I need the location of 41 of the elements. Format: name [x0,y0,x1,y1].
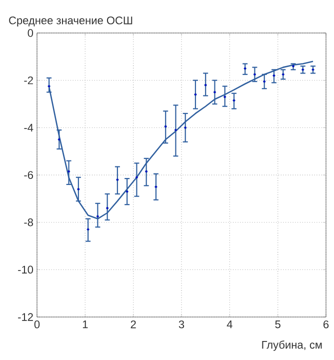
y-tick-label: -10 [18,266,34,274]
point [145,170,148,173]
point [48,84,50,88]
x-tick-label: 5 [275,320,280,328]
point [194,93,197,96]
point [96,215,99,218]
point [232,99,236,102]
point [213,90,216,94]
point [263,80,266,83]
point [67,170,70,173]
point [204,84,207,86]
x-tick-label: 4 [226,320,232,328]
y-tick-label: -2 [24,76,33,84]
point [58,138,60,141]
x-axis-title: Глубина, см [262,340,322,351]
point [253,73,256,76]
x-tick-label: 0 [34,320,40,328]
point [86,228,90,231]
point [164,125,167,128]
point [174,128,178,132]
x-tick-label: 2 [130,320,136,328]
point [272,74,276,77]
point [282,73,284,76]
y-tick-label: -8 [24,218,34,226]
y-tick-label: -4 [24,124,34,132]
point [116,178,119,182]
point [77,188,80,190]
y-tick-label: -12 [18,313,33,321]
x-tick-label: 3 [178,320,184,328]
point [106,206,109,210]
x-tick-label: 6 [324,320,329,328]
point [184,126,187,129]
y-tick-label: -6 [24,171,34,179]
x-tick-label: 1 [82,320,88,328]
y-tick-label: 0 [28,29,34,37]
point [224,96,226,98]
point [135,176,138,179]
point [126,190,128,193]
y-axis-title: Среднее значение ОСШ [9,16,132,26]
point [244,67,246,70]
point [154,186,158,188]
